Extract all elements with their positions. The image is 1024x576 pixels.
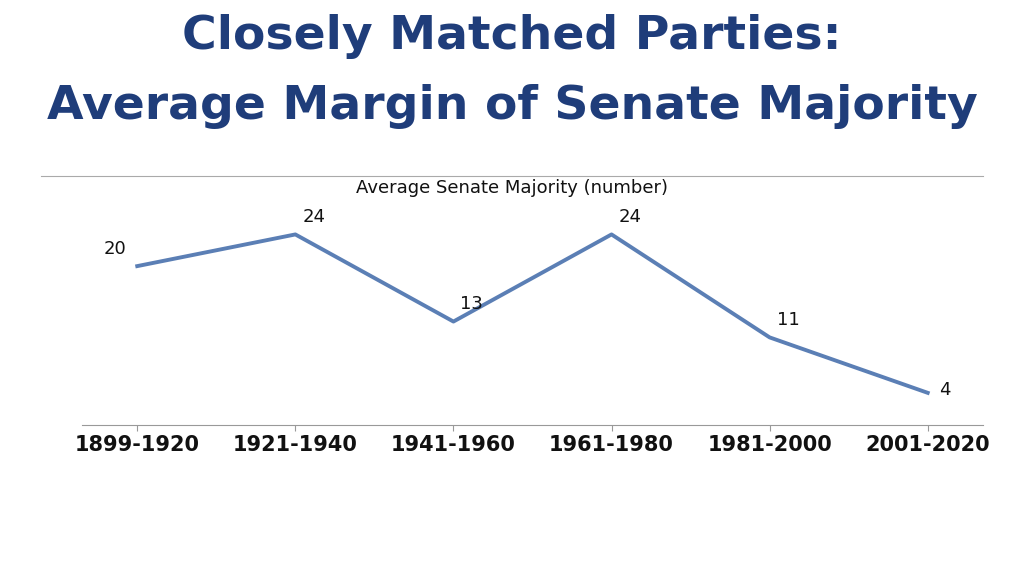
- Text: 11: 11: [776, 311, 800, 329]
- Text: Closely Matched Parties:: Closely Matched Parties:: [182, 14, 842, 59]
- Text: Average Senate Majority (number): Average Senate Majority (number): [356, 179, 668, 196]
- Text: 24: 24: [618, 208, 641, 226]
- Text: 13: 13: [461, 295, 483, 313]
- Text: 20: 20: [103, 240, 126, 258]
- Text: Average Margin of Senate Majority: Average Margin of Senate Majority: [47, 84, 977, 128]
- Text: 24: 24: [302, 208, 326, 226]
- Text: 4: 4: [939, 381, 950, 399]
